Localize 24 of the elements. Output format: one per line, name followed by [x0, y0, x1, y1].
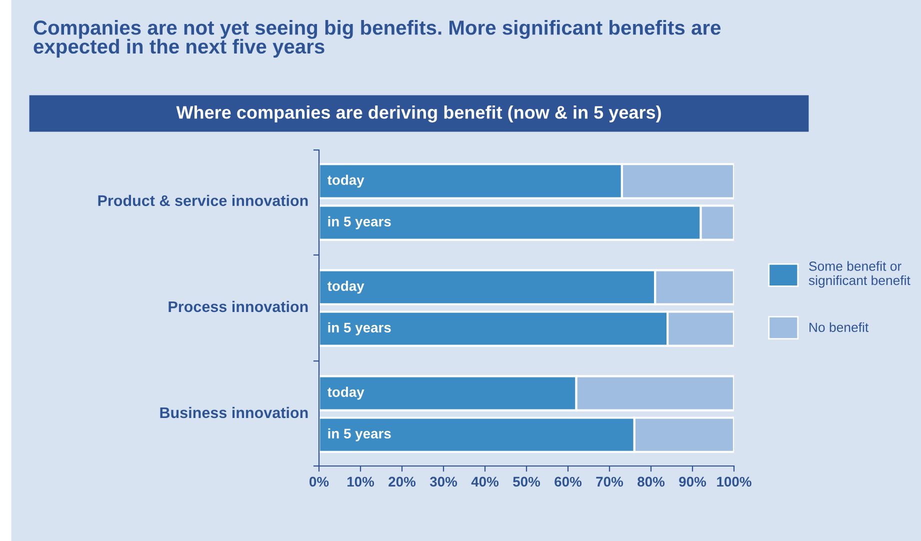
- x-tick-label: 0%: [310, 476, 329, 487]
- x-tick-label: 20%: [388, 476, 416, 487]
- text: Product & service innovation: [98, 194, 308, 206]
- x-tick-label: 60%: [554, 476, 582, 487]
- x-tick-label: 80%: [638, 476, 665, 487]
- x-tick-label: 40%: [471, 476, 499, 487]
- x-tick-label: 50%: [513, 476, 540, 487]
- x-tick-label: 70%: [596, 476, 624, 487]
- chart-title: Companies are not yet seeing big benefits. More significant benefits are expected in the next five years: [34, 20, 721, 58]
- y-tick-label: in 5 years: [328, 428, 391, 442]
- chart-subtitle: Where companies are deriving benefit (now & in 5 years): [176, 106, 661, 122]
- text: Process innovation: [168, 300, 308, 312]
- y-tick-label: today: [327, 386, 364, 400]
- legend-label: Some benefit or significant benefit: [808, 261, 910, 288]
- x-tick-label: 30%: [430, 476, 458, 487]
- text: Business innovation: [160, 406, 308, 418]
- legend-label: No benefit: [810, 322, 869, 332]
- y-tick-label: today: [327, 174, 364, 188]
- x-tick-label: 100%: [717, 476, 752, 487]
- x-tick-label: 10%: [347, 476, 374, 487]
- y-tick-label: today: [327, 280, 364, 294]
- x-tick-label: 90%: [679, 476, 706, 487]
- y-tick-label: in 5 years: [328, 216, 391, 230]
- y-tick-label: in 5 years: [328, 322, 391, 336]
